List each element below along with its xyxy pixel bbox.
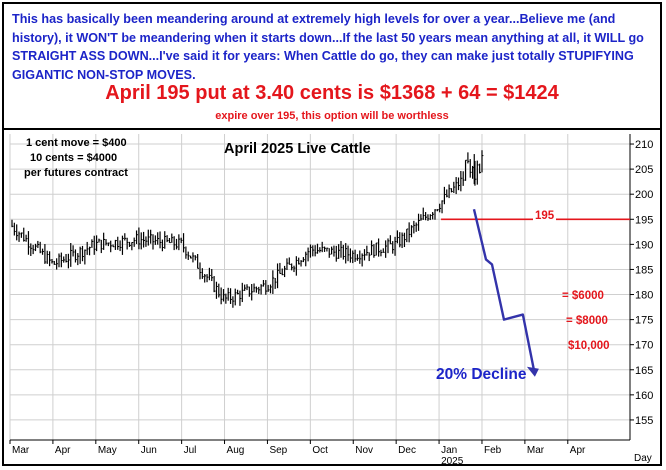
y-tick-label: 165 — [635, 365, 653, 377]
projection-line — [472, 208, 537, 376]
note-line-2: 10 cents = $4000 — [30, 152, 118, 164]
y-tick-label: 185 — [635, 264, 653, 276]
chart-frame: This has basically been meandering aroun… — [2, 2, 662, 466]
price-bars — [11, 150, 484, 308]
y-tick-label: 160 — [635, 390, 653, 402]
x-tick-label: Feb — [484, 445, 502, 456]
x-tick-label: Sep — [269, 445, 287, 456]
x-tick-label: Jun — [141, 445, 157, 456]
x-tick-label: Aug — [227, 445, 245, 456]
note-line-3: per futures contract — [24, 167, 128, 179]
x-tick-label: Jan — [441, 445, 457, 456]
decline-label: 20% Decline — [436, 366, 527, 383]
chart-title: April 2025 Live Cattle — [224, 141, 371, 157]
x-tick-label: Oct — [312, 445, 328, 456]
y-tick-label: 205 — [635, 164, 653, 176]
axes: 155 160 165 170 175 180 185 190 195 200 205 210 Mar A… — [9, 134, 653, 466]
x-tick-label: Apr — [570, 445, 586, 456]
y-tick-label: 200 — [635, 189, 653, 201]
y-tick-label: 195 — [635, 214, 653, 226]
x-tick-label: Nov — [355, 445, 373, 456]
grid — [9, 134, 630, 440]
y-tick-label: 170 — [635, 340, 653, 352]
y-tick-label: 155 — [635, 415, 653, 427]
x-tick-label: May — [98, 445, 117, 456]
x-year-label: 2025 — [441, 456, 464, 466]
x-tick-label: Dec — [398, 445, 416, 456]
x-axis-end-label: Day — [634, 453, 652, 464]
subheadline: expire over 195, this option will be wor… — [215, 110, 449, 122]
x-tick-label: Mar — [12, 445, 30, 456]
headline: April 195 put at 3.40 cents is $1368 + 6… — [105, 82, 559, 104]
strike-label: 195 — [533, 210, 557, 222]
y-tick-label: 190 — [635, 239, 653, 251]
target-label-3: $10,000 — [568, 340, 610, 352]
target-label-2: = $8000 — [566, 315, 608, 327]
x-tick-label: Jul — [184, 445, 197, 456]
header-panel: This has basically been meandering aroun… — [4, 4, 660, 130]
x-tick-label: Mar — [527, 445, 545, 456]
commentary-text: This has basically been meandering aroun… — [12, 12, 644, 82]
target-label-1: = $6000 — [562, 290, 604, 302]
x-tick-label: Apr — [55, 445, 71, 456]
y-tick-label: 175 — [635, 315, 653, 327]
note-line-1: 1 cent move = $400 — [26, 137, 127, 149]
projection-arrowhead — [526, 366, 539, 377]
y-tick-label: 180 — [635, 290, 653, 302]
y-tick-label: 210 — [635, 139, 653, 151]
